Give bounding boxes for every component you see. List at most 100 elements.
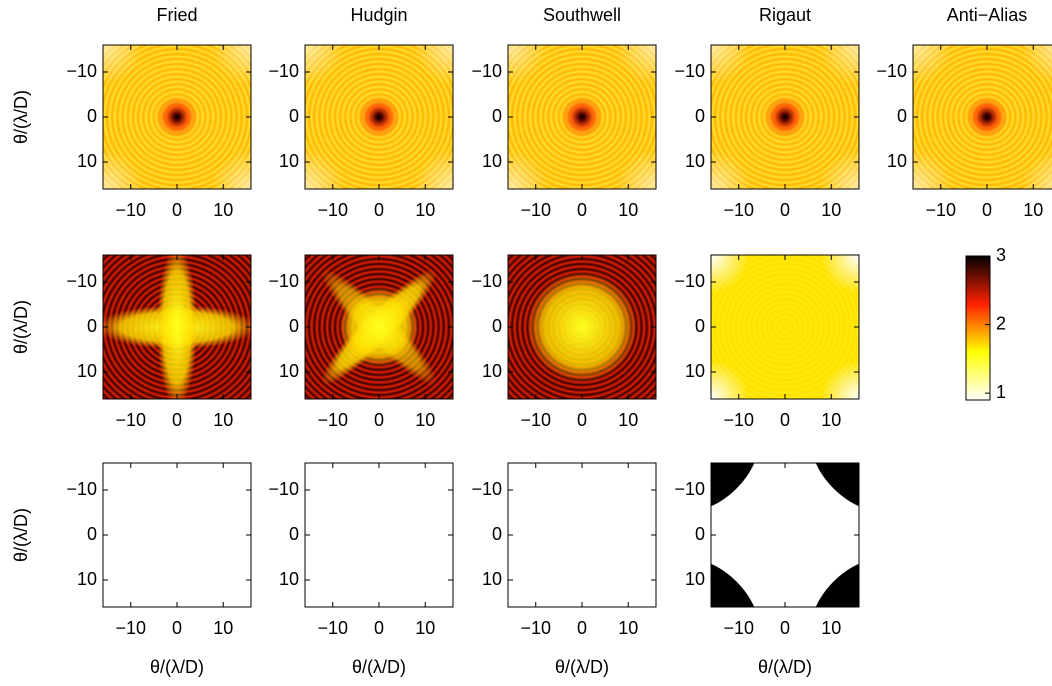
panel: −10 0 10 −10 0 10 [268, 44, 454, 220]
panel-image [305, 45, 453, 189]
y-tick-label: 0 [492, 316, 502, 336]
y-tick-label: −10 [674, 479, 705, 499]
y-tick-label: 0 [289, 316, 299, 336]
y-tick-label: −10 [66, 271, 97, 291]
image-texture [339, 287, 419, 367]
y-tick-label: 10 [482, 151, 502, 171]
panel-image [103, 255, 251, 399]
y-tick-label: −10 [876, 61, 907, 81]
y-axis-label: θ/(λ/D) [11, 508, 31, 562]
column-title: Southwell [543, 5, 621, 25]
image-texture [157, 255, 197, 399]
column-title: Anti−Alias [947, 5, 1028, 25]
x-tick-label: 10 [213, 410, 233, 430]
x-tick-label: −10 [115, 200, 146, 220]
x-tick-label: −10 [115, 618, 146, 638]
y-tick-label: 10 [279, 361, 299, 381]
y-tick-label: 10 [685, 569, 705, 589]
image-texture [1021, 150, 1052, 189]
y-tick-label: −10 [471, 271, 502, 291]
x-tick-label: 10 [618, 410, 638, 430]
panel: −10 0 10 −10 0 10 [674, 254, 860, 430]
panel: −10 0 10 −10 0 10 [268, 254, 454, 430]
y-tick-label: −10 [66, 61, 97, 81]
image-texture [155, 95, 199, 139]
x-tick-label: 10 [415, 410, 435, 430]
column-title: Fried [156, 5, 197, 25]
y-axis-label: θ/(λ/D) [11, 300, 31, 354]
image-texture [560, 95, 604, 139]
x-tick-label: −10 [317, 410, 348, 430]
y-tick-label: 0 [492, 106, 502, 126]
image-texture [711, 463, 760, 512]
y-tick-label: 10 [482, 361, 502, 381]
y-tick-label: 10 [482, 569, 502, 589]
psf-image [508, 463, 656, 607]
panel: −10 0 10 −10 0 10 [268, 462, 454, 638]
x-tick-label: −10 [723, 618, 754, 638]
psf-image [103, 463, 251, 607]
image-texture [763, 95, 807, 139]
x-axis-label: θ/(λ/D) [555, 657, 609, 677]
image-texture [211, 45, 251, 85]
y-axis-label: θ/(λ/D) [11, 90, 31, 144]
image-texture [413, 149, 453, 189]
image-texture [711, 255, 749, 293]
x-tick-label: −10 [925, 200, 956, 220]
panel: −10 0 10 −10 0 10 [674, 462, 860, 638]
x-tick-label: 10 [618, 618, 638, 638]
panel: −10 0 10 −10 0 10 [674, 44, 860, 220]
y-tick-label: 10 [279, 151, 299, 171]
image-texture [711, 45, 751, 85]
image-texture [965, 95, 1009, 139]
x-tick-label: 0 [780, 618, 790, 638]
x-tick-label: −10 [520, 618, 551, 638]
y-tick-label: 0 [289, 524, 299, 544]
panel: −10 0 10 −10 0 10 [876, 44, 1052, 220]
x-tick-label: −10 [520, 410, 551, 430]
x-axis-label: θ/(λ/D) [352, 657, 406, 677]
column-title: Hudgin [350, 5, 407, 25]
panel-image [103, 45, 251, 189]
y-tick-label: −10 [268, 271, 299, 291]
y-tick-label: 10 [685, 151, 705, 171]
x-tick-label: 0 [982, 200, 992, 220]
y-tick-label: 0 [87, 106, 97, 126]
y-tick-label: 10 [77, 151, 97, 171]
image-texture [1021, 45, 1052, 84]
panel-image [913, 45, 1052, 189]
panel-image [711, 255, 859, 399]
y-tick-label: −10 [268, 479, 299, 499]
colorbar-tick-label: 3 [996, 245, 1006, 265]
image-texture [913, 149, 953, 189]
image-texture [711, 558, 760, 607]
image-texture [211, 149, 251, 189]
image-texture [305, 149, 345, 189]
x-tick-label: 0 [780, 410, 790, 430]
x-tick-label: −10 [723, 200, 754, 220]
y-tick-label: −10 [471, 61, 502, 81]
panel-image [508, 45, 656, 189]
y-tick-label: 0 [289, 106, 299, 126]
y-tick-label: 0 [695, 524, 705, 544]
panel: −10 0 10 −10 0 10 [66, 254, 252, 430]
panel: −10 0 10 −10 0 10 [471, 462, 657, 638]
x-axis-label: θ/(λ/D) [150, 657, 204, 677]
panel: −10 0 10 −10 0 10 [471, 44, 657, 220]
y-tick-label: −10 [268, 61, 299, 81]
x-tick-label: 10 [618, 200, 638, 220]
image-texture [821, 361, 859, 399]
panel: −10 0 10 −10 0 10 [66, 462, 252, 638]
image-texture [616, 45, 656, 85]
column-title: Rigaut [759, 5, 811, 25]
image-texture [913, 45, 953, 85]
panel-image [508, 463, 656, 607]
image-texture [821, 255, 859, 293]
image-texture [508, 149, 548, 189]
x-tick-label: 10 [1023, 200, 1043, 220]
image-texture [810, 463, 859, 512]
image-texture [810, 558, 859, 607]
image-texture [357, 95, 401, 139]
x-tick-label: 0 [374, 618, 384, 638]
panel-image [103, 463, 251, 607]
